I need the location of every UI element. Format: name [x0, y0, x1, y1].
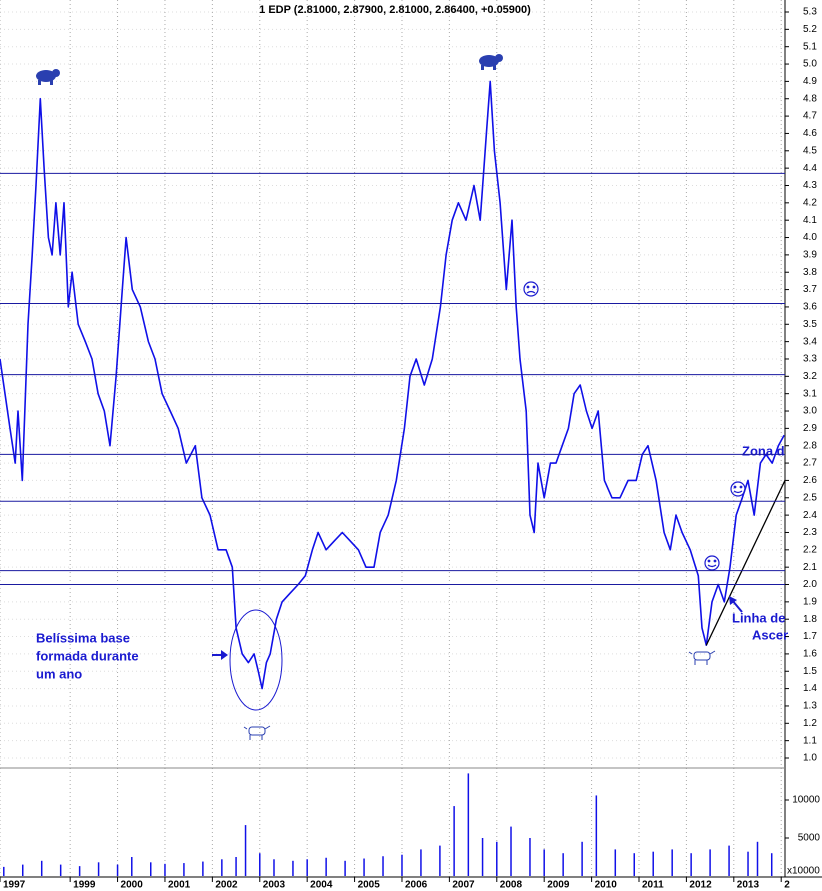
- base-ellipse: [229, 609, 283, 711]
- y-tick-label: 2.9: [803, 423, 817, 434]
- y-tick-label: 1.9: [803, 597, 817, 608]
- y-tick-label: 5.3: [803, 7, 817, 18]
- annotation: Zona d: [742, 443, 785, 458]
- x-tick-label: 2000: [121, 880, 144, 891]
- x-tick-label: 2010: [595, 880, 618, 891]
- y-tick-label: 3.6: [803, 302, 817, 313]
- y-tick-label: 2.2: [803, 544, 817, 555]
- y-tick-label: 4.9: [803, 76, 817, 87]
- y-tick-label: 3.8: [803, 267, 817, 278]
- y-tick-label: 5.0: [803, 59, 817, 70]
- annotation: Linha de: [732, 610, 785, 625]
- y-tick-label: 1.8: [803, 614, 817, 625]
- y-tick-label: 4.4: [803, 163, 817, 174]
- y-tick-label: 3.9: [803, 250, 817, 261]
- bull-icon: [243, 650, 716, 740]
- x-tick-label: 2004: [310, 880, 333, 891]
- y-tick-label: 3.5: [803, 319, 817, 330]
- x-tick-label: 2013: [737, 880, 760, 891]
- x-tick-label: 1999: [73, 880, 96, 891]
- y-tick-label: 4.2: [803, 197, 817, 208]
- price-line: [0, 80, 785, 690]
- y-tick-label: 4.7: [803, 111, 817, 122]
- x-tick-label: 1997: [3, 880, 26, 891]
- y-tick-label: 1.6: [803, 649, 817, 660]
- bear-icon: [36, 54, 503, 85]
- y-tick-label: 2.4: [803, 510, 817, 521]
- y-tick-label: 2.1: [803, 562, 817, 573]
- y-tick-label: 3.2: [803, 371, 817, 382]
- x-tick-label: 2006: [405, 880, 428, 891]
- x-tick-label: 2003: [263, 880, 286, 891]
- x-tick-label: 2012: [689, 880, 712, 891]
- y-tick-label: 3.1: [803, 388, 817, 399]
- y-tick-label: 2.5: [803, 492, 817, 503]
- y-tick-label: 3.0: [803, 406, 817, 417]
- volume-unit-label: x10000: [787, 866, 820, 877]
- y-tick-label: 4.8: [803, 93, 817, 104]
- y-tick-label: 4.3: [803, 180, 817, 191]
- y-tick-label: 2.6: [803, 475, 817, 486]
- y-tick-label: 5.1: [803, 41, 817, 52]
- y-tick-label: 4.5: [803, 145, 817, 156]
- y-tick-label: 1.2: [803, 718, 817, 729]
- volume-tick-label: 5000: [798, 833, 821, 844]
- x-tick-label: 2008: [500, 880, 523, 891]
- x-tick-label: 2011: [642, 880, 664, 891]
- x-tick-label: 2: [784, 880, 790, 891]
- y-tick-label: 1.4: [803, 683, 817, 694]
- x-tick-label: 2001: [168, 880, 191, 891]
- y-tick-label: 5.2: [803, 24, 817, 35]
- y-tick-label: 2.3: [803, 527, 817, 538]
- x-tick-label: 2007: [452, 880, 475, 891]
- y-tick-label: 3.7: [803, 284, 817, 295]
- y-tick-label: 1.3: [803, 701, 817, 712]
- y-tick-label: 3.4: [803, 336, 817, 347]
- y-tick-label: 4.6: [803, 128, 817, 139]
- y-tick-label: 3.3: [803, 354, 817, 365]
- arrows: [212, 596, 743, 660]
- annotation: formada durante: [36, 648, 139, 663]
- annotation: Belíssima base: [36, 630, 130, 645]
- y-tick-label: 2.7: [803, 458, 817, 469]
- y-tick-label: 2.8: [803, 440, 817, 451]
- y-tick-label: 1.5: [803, 666, 817, 677]
- trend-line: [705, 480, 785, 646]
- x-tick-label: 2009: [547, 880, 570, 891]
- x-tick-label: 2002: [215, 880, 238, 891]
- annotation: um ano: [36, 666, 82, 681]
- face-icons: [523, 281, 746, 571]
- y-tick-label: 1.1: [803, 735, 817, 746]
- y-tick-label: 4.1: [803, 215, 817, 226]
- y-tick-label: 1.7: [803, 631, 817, 642]
- volume-tick-label: 10000: [792, 795, 820, 806]
- y-tick-label: 4.0: [803, 232, 817, 243]
- annotation: Ascer: [752, 627, 788, 642]
- chart-title: 1 EDP (2.81000, 2.87900, 2.81000, 2.8640…: [259, 4, 531, 16]
- y-tick-label: 1.0: [803, 753, 817, 764]
- x-tick-label: 2005: [358, 880, 381, 891]
- y-tick-label: 2.0: [803, 579, 817, 590]
